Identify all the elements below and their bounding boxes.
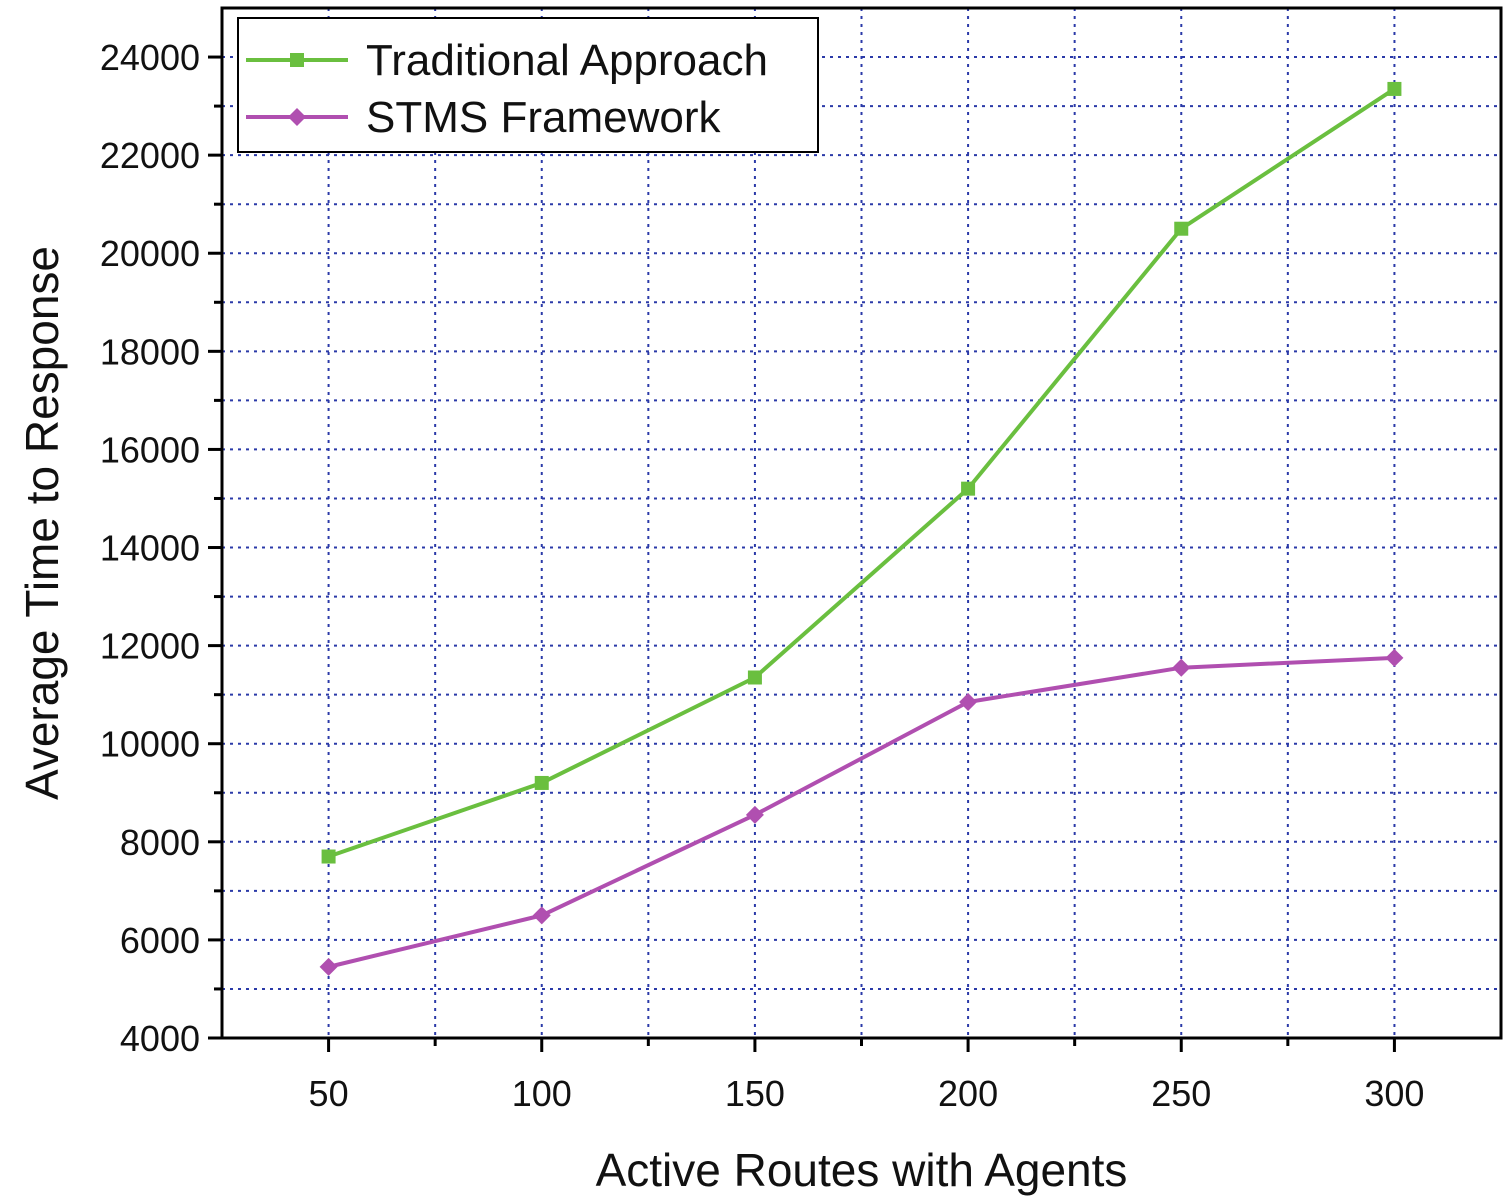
data-point-diamond-marker (745, 805, 764, 824)
legend-label: Traditional Approach (366, 36, 768, 85)
y-tick-label: 6000 (120, 920, 200, 961)
data-point-square-marker (290, 53, 304, 67)
y-axis-title: Average Time to Response (16, 246, 68, 800)
y-tick-label: 4000 (120, 1018, 200, 1059)
y-tick-label: 10000 (100, 724, 200, 765)
y-tick-label: 12000 (100, 626, 200, 667)
series-line (328, 655, 1395, 969)
x-axis-title: Active Routes with Agents (596, 1144, 1128, 1196)
data-point-diamond-marker (1172, 658, 1191, 677)
x-tick-label: 200 (938, 1073, 998, 1114)
legend-item: Traditional Approach (246, 36, 768, 85)
data-point-square-marker (321, 849, 336, 864)
legend-box (237, 17, 819, 153)
x-tick-label: 250 (1151, 1073, 1211, 1114)
series-traditional-approach (321, 81, 1402, 864)
data-point-diamond-marker (959, 693, 978, 712)
y-tick-label: 14000 (100, 528, 200, 569)
data-point-square-marker (961, 481, 976, 496)
y-tick-label: 22000 (100, 135, 200, 176)
data-point-square-marker (1174, 221, 1189, 236)
data-point-diamond-marker (288, 108, 306, 126)
data-point-diamond-marker (1385, 648, 1404, 667)
y-tick-label: 8000 (120, 822, 200, 863)
legend: Traditional Approach STMS Framework (237, 17, 819, 153)
x-axis: 50 100 150 200 250 300 (309, 1038, 1424, 1114)
x-tick-label: 100 (512, 1073, 572, 1114)
series-line (327, 87, 1396, 859)
data-point-diamond-marker (319, 957, 338, 976)
x-tick-label: 300 (1364, 1073, 1424, 1114)
y-tick-label: 24000 (100, 37, 200, 78)
x-tick-label: 150 (725, 1073, 785, 1114)
grid-lines (222, 8, 1501, 1038)
y-tick-label: 20000 (100, 233, 200, 274)
series-layer (319, 81, 1404, 976)
x-tick-label: 50 (309, 1073, 349, 1114)
legend-item: STMS Framework (246, 93, 721, 142)
data-point-square-marker (1387, 81, 1402, 96)
data-point-square-marker (534, 775, 549, 790)
y-tick-label: 16000 (100, 429, 200, 470)
data-point-diamond-marker (532, 906, 551, 925)
y-tick-label: 18000 (100, 331, 200, 372)
y-axis: 4000 6000 8000 10000 12000 14000 16000 18000 200… (100, 37, 222, 1059)
legend-label: STMS Framework (366, 93, 721, 142)
data-point-square-marker (747, 670, 762, 685)
series-stms-framework (319, 648, 1404, 976)
